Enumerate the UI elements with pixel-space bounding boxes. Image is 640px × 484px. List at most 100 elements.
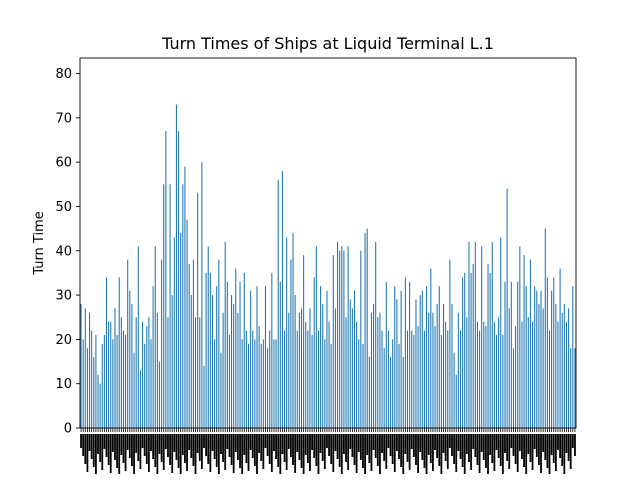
x-tick-label (554, 434, 557, 471)
x-tick-label (379, 434, 381, 474)
x-tick-label (241, 434, 244, 474)
bar (508, 308, 510, 428)
bar (322, 303, 324, 428)
bar (559, 268, 561, 428)
bar (194, 317, 197, 428)
x-tick-label (512, 434, 515, 456)
bar (231, 295, 233, 428)
x-tick-label (493, 434, 496, 471)
bar (112, 339, 114, 428)
x-tick-label (152, 434, 155, 459)
bar (129, 290, 131, 428)
x-tick-label (351, 434, 354, 457)
bar (561, 312, 563, 428)
x-tick-label (179, 434, 182, 474)
bar (214, 339, 216, 428)
chart-title: Turn Times of Ships at Liquid Terminal L… (161, 34, 494, 53)
bar (358, 339, 360, 428)
x-tick-label (137, 434, 140, 461)
x-tick-label (162, 434, 165, 470)
bar (345, 317, 347, 428)
x-tick-label (489, 434, 492, 455)
x-tick-label (118, 434, 121, 474)
bar (292, 233, 294, 428)
bar (574, 348, 576, 428)
x-tick-label (188, 434, 191, 450)
x-tick-label (400, 434, 403, 467)
bar (351, 308, 353, 428)
x-tick-label (277, 434, 280, 467)
bar (364, 233, 366, 428)
bar (379, 312, 381, 428)
bar (551, 290, 553, 428)
x-tick-label (362, 434, 364, 468)
bar (167, 317, 169, 428)
x-tick-label (387, 434, 390, 448)
bar (269, 330, 271, 428)
x-tick-label (529, 434, 532, 462)
bar (260, 343, 262, 428)
x-tick-label (315, 434, 318, 466)
x-tick-label (406, 434, 409, 462)
bar (555, 303, 557, 428)
bar (442, 303, 445, 428)
bar (182, 184, 184, 428)
bar (451, 303, 453, 428)
bar (472, 264, 474, 428)
bar (434, 326, 436, 428)
bar (108, 321, 110, 428)
bar (105, 277, 108, 428)
bar (366, 228, 368, 428)
bar (211, 295, 214, 428)
bar (95, 334, 97, 428)
bar (171, 295, 173, 428)
x-tick-label (476, 434, 479, 465)
bar (197, 193, 199, 428)
bar (343, 250, 345, 428)
x-tick-label (249, 434, 252, 450)
y-tick-label: 0 (64, 422, 72, 437)
x-tick-label (220, 434, 222, 454)
bar (409, 281, 411, 428)
bar (515, 326, 517, 428)
x-tick-label (145, 434, 148, 464)
bar (142, 321, 144, 428)
x-tick-label (548, 434, 551, 474)
x-tick-label (222, 434, 224, 462)
x-tick-label (429, 434, 432, 463)
bar (476, 321, 478, 428)
bar (557, 321, 559, 428)
x-tick-label (376, 434, 379, 466)
bar (320, 286, 322, 428)
x-tick-label (99, 434, 102, 462)
bar (464, 272, 466, 428)
bar (504, 281, 506, 428)
x-tick-label (200, 434, 203, 469)
x-tick-label (300, 434, 303, 468)
x-tick-label (328, 434, 330, 456)
bar (82, 339, 84, 428)
bar (489, 272, 491, 428)
x-tick-label (527, 434, 530, 454)
x-tick-label (105, 434, 108, 457)
bar (224, 241, 226, 428)
bar (432, 312, 434, 428)
x-tick-label (181, 434, 184, 455)
x-tick-label (304, 434, 307, 455)
bar (334, 308, 336, 428)
x-tick-label (410, 434, 413, 449)
bar (243, 272, 245, 428)
x-tick-label (111, 434, 114, 452)
x-tick-label (571, 434, 574, 448)
x-tick-label (292, 434, 294, 465)
bar (226, 281, 228, 428)
x-tick-label (446, 434, 449, 469)
plot-frame (79, 57, 577, 429)
x-tick-label (508, 434, 511, 469)
x-tick-label (294, 434, 297, 473)
bar (462, 277, 464, 428)
bar (188, 264, 190, 428)
x-tick-label (487, 434, 489, 474)
bar (116, 334, 118, 428)
x-tick-label (237, 434, 239, 460)
